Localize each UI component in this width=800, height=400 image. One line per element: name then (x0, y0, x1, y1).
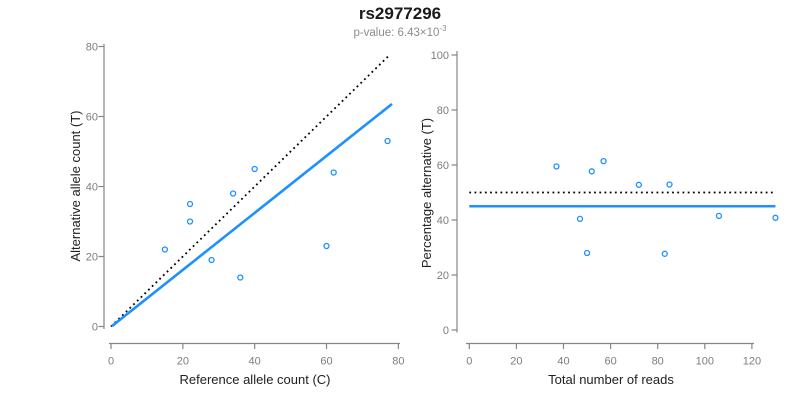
right-plot-yaxis-title: Percentage alternative (T) (419, 118, 434, 268)
y-tick-label: 60 (437, 160, 449, 172)
data-point (186, 200, 194, 208)
y-tick-label: 20 (86, 252, 98, 264)
data-point (666, 181, 673, 188)
y-tick-label: 20 (437, 270, 449, 282)
x-tick-label: 0 (466, 356, 472, 368)
data-point (237, 274, 244, 281)
y-tick-label: 80 (437, 105, 449, 117)
x-tick-label: 80 (392, 356, 404, 368)
data-point (588, 168, 595, 175)
y-tick-label: 40 (86, 182, 98, 194)
x-tick-label: 120 (743, 356, 761, 368)
right-plot-xaxis-title: Total number of reads (548, 372, 674, 387)
y-tick-label: 0 (92, 322, 98, 334)
data-point (323, 242, 330, 250)
right-scatter-plot: 0 20 40 60 80 100 120 0 20 40 60 80 100 (431, 50, 779, 368)
data-point (661, 250, 668, 257)
figure-subtitle: p-value: 6.43×10-3 (0, 24, 800, 39)
regression-line (111, 103, 393, 327)
x-tick-label: 0 (108, 356, 114, 368)
figure-title: rs2977296 (358, 4, 442, 23)
y-tick-label: 80 (86, 42, 98, 54)
x-tick-label: 20 (510, 356, 522, 368)
data-point (715, 212, 723, 220)
x-tick-label: 40 (557, 356, 569, 368)
x-tick-label: 40 (249, 356, 261, 368)
x-tick-label: 100 (696, 356, 714, 368)
left-scatter-plot: 0 20 40 60 80 0 20 40 60 80 (86, 42, 405, 368)
left-plot-xaxis-title: Reference allele count (C) (179, 372, 330, 387)
x-tick-label: 60 (320, 356, 332, 368)
data-point (553, 163, 560, 170)
data-point (772, 214, 779, 221)
x-tick-label: 20 (177, 356, 189, 368)
x-tick-label: 80 (652, 356, 664, 368)
data-point (186, 218, 194, 225)
data-point (576, 215, 584, 223)
data-point (161, 246, 169, 253)
left-plot-yaxis-title: Alternative allele count (T) (68, 110, 83, 261)
y-tick-label: 0 (443, 325, 449, 337)
identity-dotted-line (110, 55, 390, 328)
data-point (208, 256, 215, 264)
x-tick-label: 60 (604, 356, 616, 368)
data-point (635, 181, 643, 188)
y-tick-label: 100 (431, 50, 449, 62)
y-tick-label: 40 (437, 215, 449, 227)
data-point (251, 165, 258, 173)
pvalue-text: p-value: 6.43×10 (353, 26, 440, 39)
pvalue-exponent: -3 (439, 24, 447, 33)
data-point (330, 169, 337, 176)
y-tick-label: 60 (86, 112, 98, 124)
data-point (229, 190, 237, 197)
data-point (384, 137, 391, 145)
data-point (600, 157, 607, 165)
data-point (583, 249, 591, 257)
